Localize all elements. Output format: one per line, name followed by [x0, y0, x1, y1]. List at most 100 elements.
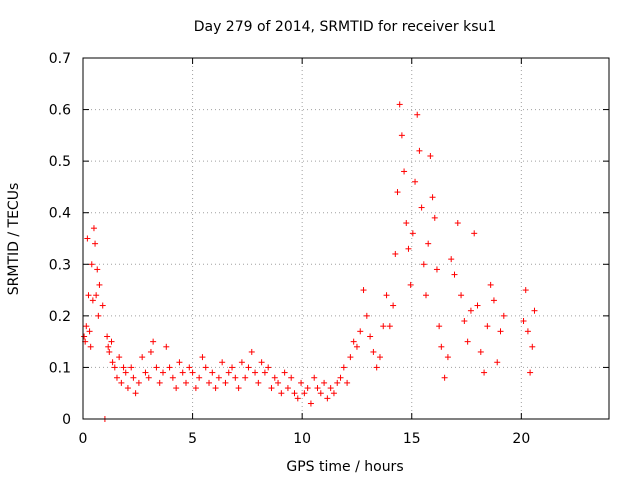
data-point — [83, 323, 90, 330]
data-point — [132, 390, 139, 397]
data-point — [448, 256, 455, 263]
data-point — [176, 359, 183, 366]
data-point — [353, 343, 360, 350]
data-point — [94, 266, 101, 273]
data-point — [111, 364, 118, 371]
data-point — [471, 230, 478, 237]
y-tick-label: 0.5 — [49, 154, 71, 170]
data-point — [429, 194, 436, 201]
data-point — [255, 379, 262, 386]
data-point — [311, 374, 318, 381]
data-point — [481, 369, 488, 376]
chart-title: Day 279 of 2014, SRMTID for receiver ksu… — [194, 19, 497, 35]
data-point — [202, 364, 209, 371]
data-point — [436, 323, 443, 330]
data-point — [199, 354, 206, 361]
data-point — [527, 369, 534, 376]
data-point — [321, 379, 328, 386]
data-point — [222, 379, 229, 386]
data-point — [327, 385, 334, 392]
data-point — [128, 364, 135, 371]
y-tick-label: 0.2 — [49, 309, 71, 325]
data-point — [500, 312, 507, 319]
data-point — [109, 359, 116, 366]
data-point — [90, 225, 97, 232]
data-point — [497, 328, 504, 335]
data-point — [347, 354, 354, 361]
data-point — [120, 364, 127, 371]
data-point — [104, 333, 111, 340]
data-point — [135, 379, 142, 386]
data-point — [330, 390, 337, 397]
data-point — [245, 364, 252, 371]
data-point — [268, 385, 275, 392]
data-point — [407, 281, 414, 288]
data-point — [392, 250, 399, 257]
data-point — [291, 390, 298, 397]
data-point — [520, 318, 527, 325]
data-point — [360, 287, 367, 294]
data-point — [139, 354, 146, 361]
data-point — [122, 369, 129, 376]
data-point — [298, 379, 305, 386]
data-point — [431, 214, 438, 221]
data-point — [235, 385, 242, 392]
data-point — [212, 385, 219, 392]
data-point — [281, 369, 288, 376]
y-tick-label: 0 — [62, 412, 71, 428]
data-point — [116, 354, 123, 361]
data-point — [229, 364, 236, 371]
data-point — [464, 338, 471, 345]
data-point — [403, 220, 410, 227]
plot-frame — [82, 57, 610, 420]
data-point — [396, 101, 403, 108]
data-point — [438, 343, 445, 350]
data-point — [425, 240, 432, 247]
data-point — [357, 328, 364, 335]
x-tick-label: 15 — [403, 431, 421, 447]
data-point — [163, 343, 170, 350]
data-point — [390, 302, 397, 309]
data-point — [416, 147, 423, 154]
data-point — [166, 364, 173, 371]
data-point — [87, 343, 94, 350]
data-point — [422, 292, 429, 299]
data-point — [215, 374, 222, 381]
data-point — [206, 379, 213, 386]
data-point — [386, 323, 393, 330]
data-point — [334, 379, 341, 386]
data-point — [494, 359, 501, 366]
data-point — [258, 359, 265, 366]
x-tick-label: 10 — [293, 431, 311, 447]
data-point — [192, 385, 199, 392]
labels-layer: Day 279 of 2014, SRMTID for receiver ksu… — [6, 19, 530, 475]
data-point — [252, 369, 259, 376]
data-point — [248, 348, 255, 355]
data-point — [130, 374, 137, 381]
data-point — [92, 240, 99, 247]
x-tick-label: 0 — [79, 431, 88, 447]
data-point — [317, 390, 324, 397]
y-tick-label: 0.7 — [49, 51, 71, 67]
data-point — [458, 292, 465, 299]
data-point — [461, 318, 468, 325]
data-point — [288, 374, 295, 381]
data-point — [242, 374, 249, 381]
data-point — [232, 374, 239, 381]
data-point — [380, 323, 387, 330]
data-point — [405, 245, 412, 252]
data-point — [367, 333, 374, 340]
data-point — [179, 369, 186, 376]
data-point — [414, 111, 421, 118]
data-point — [301, 390, 308, 397]
data-point — [89, 297, 96, 304]
data-point — [373, 364, 380, 371]
data-point — [484, 323, 491, 330]
y-tick-label: 0.1 — [49, 360, 71, 376]
data-point — [324, 395, 331, 402]
data-point — [340, 364, 347, 371]
x-axis-label: GPS time / hours — [286, 459, 403, 475]
data-point — [304, 385, 311, 392]
